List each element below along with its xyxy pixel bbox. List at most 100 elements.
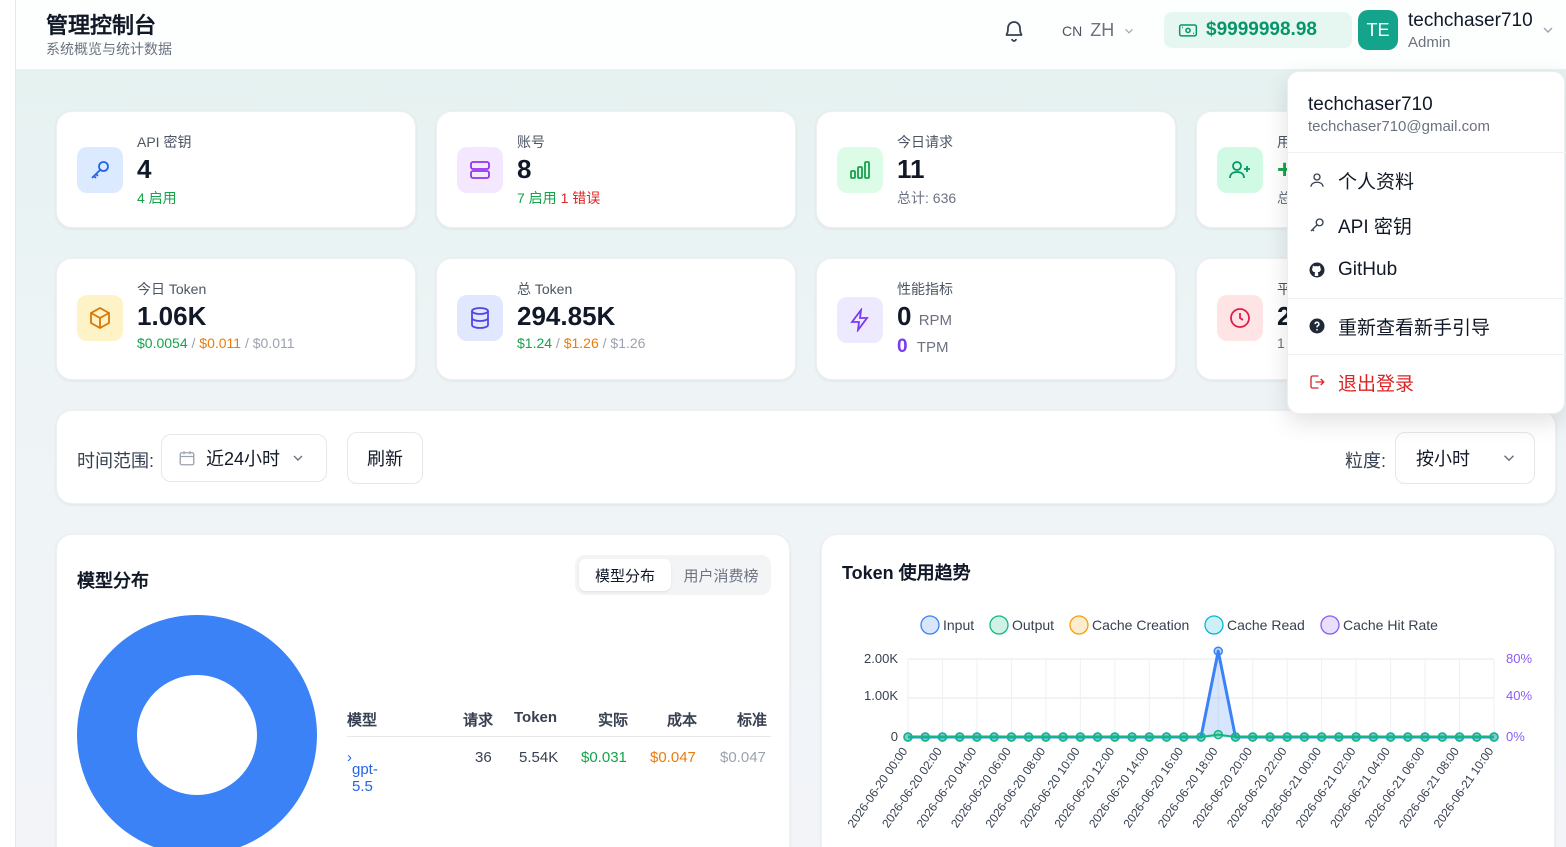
card-title: API 密钥 [137,134,192,150]
key-icon [91,161,109,179]
refresh-button[interactable]: 刷新 [347,432,423,484]
tab-model-distribution[interactable]: 模型分布 [579,559,671,591]
data-point [1127,732,1137,742]
divider [1288,152,1566,153]
row-model[interactable]: › gpt-5.5 [347,749,378,795]
chevron-down-icon [1125,28,1134,34]
data-point [1179,732,1189,742]
donut-slice-gpt-5.5 [77,615,317,847]
row-cost: $0.047 [650,749,696,766]
data-point [1023,732,1034,742]
time-range-select[interactable]: 近24小时 [161,434,327,482]
card-value: 1.06K [137,301,207,331]
data-point [1472,732,1482,742]
col-actual: 实际 [598,712,629,729]
card-sub: $1.24 / $1.26 / $1.26 [517,335,646,351]
data-point [1058,732,1068,742]
data-point [1092,732,1103,742]
granularity-label: 粒度: [1345,451,1387,471]
data-point [1299,732,1310,742]
legend-marker [920,615,940,635]
lightning-icon [850,308,869,332]
menu-email: techchaser710@gmail.com [1308,118,1490,135]
data-point [1489,732,1499,742]
model-distribution-panel: 模型分布 模型分布 用户消费榜 模型 请求 Token 实际 成本 标准 › g… [56,534,790,847]
legend-label: Cache Read [1227,617,1305,633]
card-value: 8 [517,154,532,184]
key-icon [1310,218,1324,232]
card-title: 今日请求 [897,134,953,150]
data-point [1282,732,1292,742]
table-row[interactable]: › gpt-5.5 36 5.54K $0.031 $0.047 $0.047 [347,737,771,795]
menu-item-profile[interactable]: 个人资料 [1308,165,1414,195]
data-point [1161,732,1172,742]
donut-chart [77,615,317,847]
col-requests: 请求 [463,712,494,729]
token-trend-chart: Input Output Cache Creation Cache Read Cache… [845,615,1532,830]
data-point [1316,732,1327,742]
balance-value: $9999998.98 [1206,19,1317,40]
card-title: 总 Token [517,281,573,297]
data-point [937,732,948,742]
y2-tick-label: 0% [1506,729,1525,744]
data-point [1385,732,1396,742]
language-switcher[interactable]: CN ZH [1062,20,1136,41]
data-point [1420,732,1430,742]
menu-item-onboarding[interactable]: 重新查看新手引导 [1308,311,1490,341]
card-sub: 总计: 636 [897,190,957,206]
icon-box [77,147,123,193]
stat-card-accounts: 账号 8 7 启用 1 错误 [436,111,796,228]
menu-item-github[interactable]: GitHub [1308,255,1397,285]
stat-card-today-token: 今日 Token 1.06K $0.0054 / $0.011 / $0.011 [56,258,416,380]
card-value: 0 RPM [897,301,953,331]
data-point [1213,646,1223,656]
y-tick-label: 0 [891,729,898,744]
series-area-Input [908,651,1494,737]
row-requests: 36 [475,749,492,766]
lang-label: ZH [1090,20,1115,40]
avatar[interactable]: TE [1358,10,1398,50]
user-name[interactable]: techchaser710 [1408,10,1533,31]
card-title: 今日 Token [137,281,207,297]
icon-box [457,147,503,193]
divider [1288,298,1566,299]
menu-item-logout[interactable]: 退出登录 [1308,367,1414,397]
granularity-select[interactable]: 按小时 [1395,432,1535,484]
data-point [903,732,913,742]
data-point [1213,729,1223,740]
lang-code: CN [1062,22,1083,39]
icon-box [457,295,503,341]
legend-label: Cache Hit Rate [1343,617,1438,633]
data-point [1041,732,1051,742]
menu-item-api-keys[interactable]: API 密钥 [1308,210,1412,240]
chart-title: Token 使用趋势 [842,563,971,583]
data-point [1247,732,1258,742]
icon-box [77,295,123,341]
tab-user-ranking[interactable]: 用户消费榜 [683,567,759,585]
col-model: 模型 [347,712,378,729]
top-bar: 管理控制台 系统概览与统计数据 CN ZH $9999998.98 TE tec… [16,0,1566,70]
balance-badge[interactable]: $9999998.98 [1164,12,1352,48]
sidebar-edge [0,0,16,847]
stat-card-performance: 性能指标 0 RPM 0 TPM [816,258,1176,380]
stat-card-today-requests: 今日请求 11 总计: 636 [816,111,1176,228]
card-sub: $0.0054 / $0.011 / $0.011 [137,335,295,351]
user-chevron-icon[interactable] [1540,22,1556,38]
stat-card-total-token: 总 Token 294.85K $1.24 / $1.26 / $1.26 [436,258,796,380]
user-dropdown-menu: techchaser710 techchaser710@gmail.com 个人… [1287,71,1566,414]
icon-box [837,147,883,193]
page-title: 管理控制台 [46,13,157,38]
row-actual: $0.031 [581,749,627,766]
bell-icon[interactable] [1002,18,1026,44]
cube-icon [90,306,110,330]
stat-card-api-keys: API 密钥 4 4 启用 [56,111,416,228]
card-value: 11 [897,154,925,184]
chevron-down-icon [293,455,303,461]
card-title: 性能指标 [897,281,953,297]
legend-marker [989,615,1009,635]
legend-label: Input [943,617,974,633]
y2-tick-label: 80% [1506,651,1532,666]
card-sub: 1 [1277,335,1285,351]
time-range-value: 近24小时 [206,449,281,469]
page-subtitle: 系统概览与统计数据 [46,41,172,57]
